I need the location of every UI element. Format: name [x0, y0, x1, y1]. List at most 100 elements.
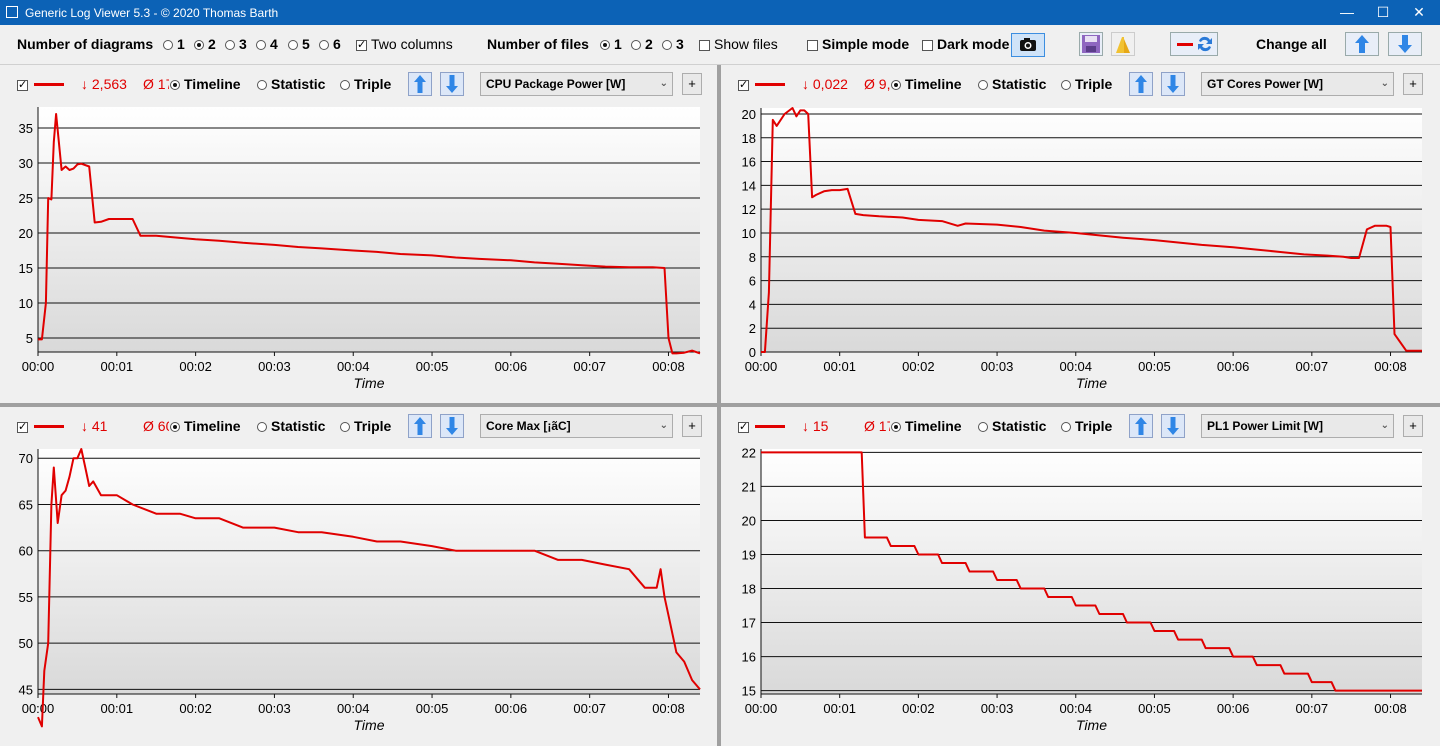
checkbox-icon	[17, 420, 28, 434]
checkbox-icon	[699, 39, 710, 51]
move-down-button[interactable]	[1161, 72, 1185, 96]
radio-icon	[170, 422, 180, 433]
radio-icon	[170, 80, 180, 91]
arrow-down-icon	[446, 75, 458, 93]
folder-icon	[1116, 37, 1130, 53]
series-line-color-swatch[interactable]	[34, 425, 64, 428]
move-up-button[interactable]	[1129, 72, 1153, 96]
move-up-button[interactable]	[1129, 414, 1153, 438]
mode-radio-timeline[interactable]: Timeline	[170, 65, 241, 103]
add-series-button[interactable]: +	[1403, 415, 1423, 437]
screenshot-button[interactable]	[1011, 33, 1045, 57]
arrow-down-icon	[446, 417, 458, 435]
radio-icon	[225, 40, 235, 51]
radio-icon	[978, 422, 988, 433]
camera-icon	[1020, 38, 1036, 51]
mode-radio-triple[interactable]: Triple	[340, 65, 391, 103]
radio-icon	[340, 80, 350, 91]
sensor-select[interactable]: Core Max [¡ãC] ⌄	[480, 414, 673, 438]
diagram-radio-4[interactable]: 4	[256, 25, 278, 64]
dark-mode-checkbox[interactable]: Dark mode	[922, 25, 1009, 64]
radio-icon	[163, 40, 173, 51]
avg-value: Ø 17,	[143, 76, 169, 92]
checkbox-icon	[17, 78, 28, 92]
diagram-radio-1[interactable]: 1	[163, 25, 185, 64]
move-down-button[interactable]	[1161, 414, 1185, 438]
radio-icon	[256, 40, 266, 51]
checkbox-icon	[356, 38, 367, 52]
diagram-header: ↓ 0,022 Ø 9, Timeline Statistic Triple G…	[721, 65, 1440, 103]
move-up-all-button[interactable]	[1345, 32, 1379, 56]
radio-icon	[631, 40, 641, 51]
open-button[interactable]	[1111, 32, 1135, 56]
simple-mode-checkbox[interactable]: Simple mode	[807, 25, 909, 64]
arrow-down-icon	[1167, 75, 1179, 93]
diagram-radio-6[interactable]: 6	[319, 25, 341, 64]
save-icon	[1082, 35, 1100, 53]
mode-radio-timeline[interactable]: Timeline	[170, 407, 241, 445]
maximize-button[interactable]: ☐	[1376, 4, 1390, 20]
diagram-panel-gt: ↓ 0,022 Ø 9, Timeline Statistic Triple G…	[721, 65, 1440, 403]
chevron-down-icon: ⌄	[659, 420, 668, 431]
series-visible-checkbox[interactable]	[738, 65, 753, 103]
two-columns-checkbox[interactable]: Two columns	[356, 25, 453, 64]
radio-icon	[319, 40, 329, 51]
num-diagrams-label: Number of diagrams	[17, 36, 154, 52]
minimize-button[interactable]: —	[1340, 4, 1354, 20]
radio-icon	[257, 422, 267, 433]
series-line-color-swatch[interactable]	[755, 425, 785, 428]
min-value: ↓ 0,022	[802, 76, 848, 92]
sensor-select[interactable]: CPU Package Power [W] ⌄	[480, 72, 673, 96]
move-up-button[interactable]	[408, 414, 432, 438]
radio-icon	[662, 40, 672, 51]
move-up-button[interactable]	[408, 72, 432, 96]
file-radio-2[interactable]: 2	[631, 25, 653, 64]
chevron-down-icon: ⌄	[1380, 78, 1389, 89]
line-color-button[interactable]	[1170, 32, 1218, 56]
checkbox-icon	[738, 78, 749, 92]
series-visible-checkbox[interactable]	[738, 407, 753, 445]
add-series-button[interactable]: +	[682, 73, 702, 95]
mode-radio-triple[interactable]: Triple	[1061, 65, 1112, 103]
checkbox-icon	[807, 39, 818, 51]
move-down-button[interactable]	[440, 72, 464, 96]
move-down-all-button[interactable]	[1388, 32, 1422, 56]
show-files-checkbox[interactable]: Show files	[699, 25, 778, 64]
mode-radio-timeline[interactable]: Timeline	[891, 407, 962, 445]
series-visible-checkbox[interactable]	[17, 407, 32, 445]
save-button[interactable]	[1079, 32, 1103, 56]
mode-radio-statistic[interactable]: Statistic	[978, 65, 1046, 103]
add-series-button[interactable]: +	[1403, 73, 1423, 95]
radio-icon	[288, 40, 298, 51]
close-button[interactable]: ✕	[1413, 4, 1425, 20]
arrow-up-icon	[1355, 35, 1369, 53]
series-line-color-swatch[interactable]	[34, 83, 64, 86]
series-visible-checkbox[interactable]	[17, 65, 32, 103]
mode-radio-statistic[interactable]: Statistic	[257, 65, 325, 103]
avg-value: Ø 9,	[864, 76, 890, 92]
checkbox-icon	[738, 420, 749, 434]
arrow-down-icon	[1167, 417, 1179, 435]
mode-radio-statistic[interactable]: Statistic	[978, 407, 1046, 445]
move-down-button[interactable]	[440, 414, 464, 438]
mode-radio-triple[interactable]: Triple	[340, 407, 391, 445]
column-separator[interactable]	[717, 65, 721, 746]
series-line-color-swatch[interactable]	[755, 83, 785, 86]
diagram-radio-3[interactable]: 3	[225, 25, 247, 64]
sensor-select[interactable]: GT Cores Power [W] ⌄	[1201, 72, 1394, 96]
diagram-radio-5[interactable]: 5	[288, 25, 310, 64]
add-series-button[interactable]: +	[682, 415, 702, 437]
file-radio-1[interactable]: 1	[600, 25, 622, 64]
arrow-up-icon	[414, 417, 426, 435]
diagram-radio-2[interactable]: 2	[194, 25, 216, 64]
mode-radio-timeline[interactable]: Timeline	[891, 65, 962, 103]
sensor-select[interactable]: PL1 Power Limit [W] ⌄	[1201, 414, 1394, 438]
mode-radio-statistic[interactable]: Statistic	[257, 407, 325, 445]
file-radio-3[interactable]: 3	[662, 25, 684, 64]
radio-icon	[257, 80, 267, 91]
change-all-label: Change all	[1256, 36, 1327, 52]
radio-icon	[891, 422, 901, 433]
chevron-down-icon: ⌄	[1380, 420, 1389, 431]
app-icon	[6, 6, 18, 18]
mode-radio-triple[interactable]: Triple	[1061, 407, 1112, 445]
